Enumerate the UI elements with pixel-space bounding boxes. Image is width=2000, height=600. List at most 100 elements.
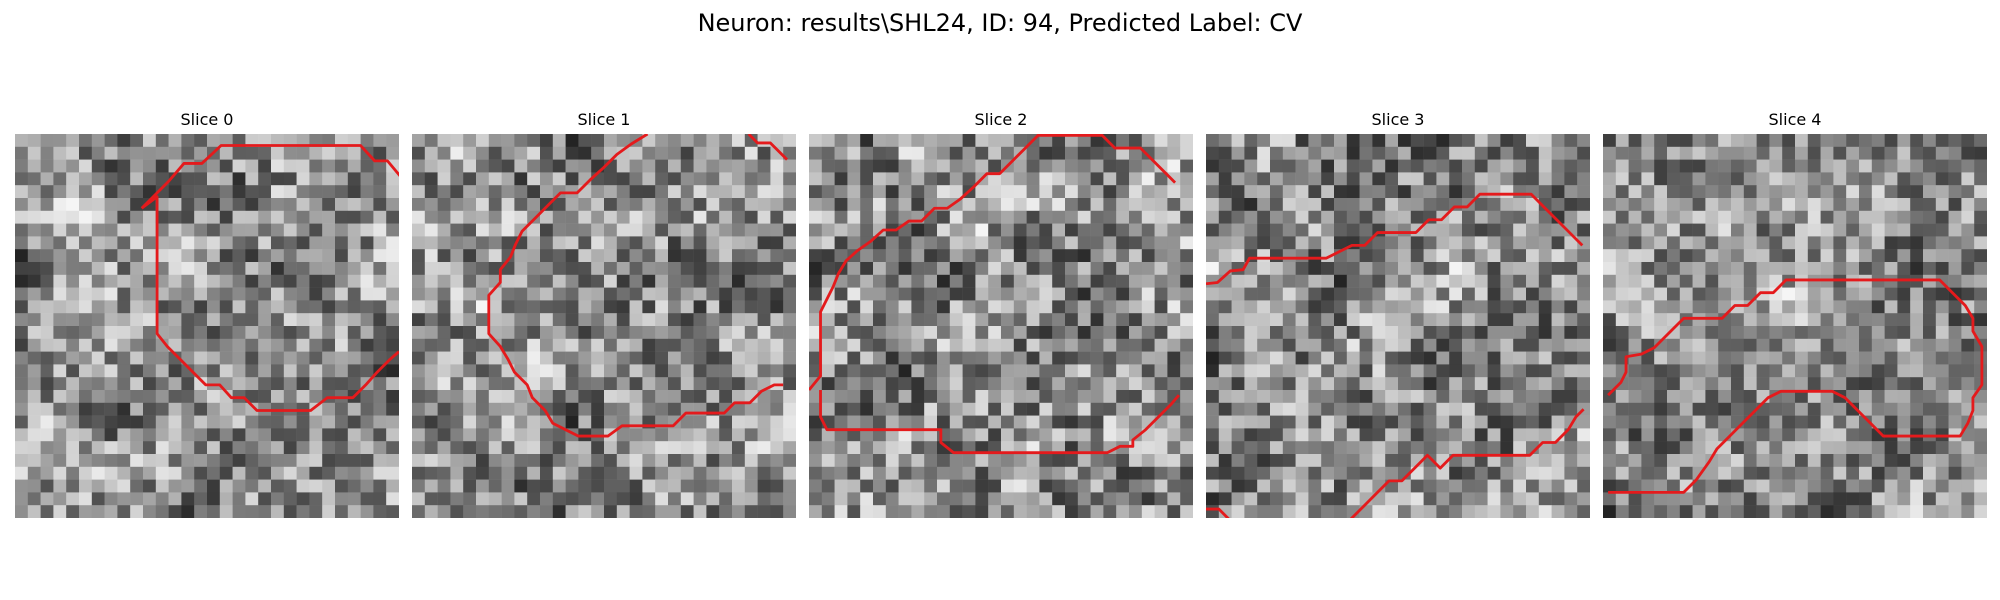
image-pixel bbox=[1065, 402, 1079, 416]
image-pixel bbox=[1001, 172, 1015, 186]
image-pixel bbox=[1167, 390, 1181, 404]
image-pixel bbox=[1948, 249, 1962, 263]
image-pixel bbox=[1679, 338, 1693, 352]
image-pixel bbox=[1705, 479, 1719, 493]
image-pixel bbox=[1769, 300, 1783, 314]
image-pixel bbox=[1935, 185, 1949, 199]
image-pixel bbox=[1564, 262, 1578, 276]
image-pixel bbox=[155, 415, 169, 429]
image-pixel bbox=[1077, 492, 1091, 506]
image-pixel bbox=[283, 236, 297, 250]
image-pixel bbox=[1667, 146, 1681, 160]
image-pixel bbox=[1705, 377, 1719, 391]
image-pixel bbox=[1244, 364, 1258, 378]
image-pixel bbox=[1743, 390, 1757, 404]
image-pixel bbox=[1871, 390, 1885, 404]
contour-line bbox=[311, 144, 399, 177]
image-pixel bbox=[911, 479, 925, 493]
image-pixel bbox=[668, 313, 682, 327]
image-pixel bbox=[1500, 454, 1514, 468]
image-pixel bbox=[1487, 300, 1501, 314]
image-pixel bbox=[1756, 172, 1770, 186]
contour-line bbox=[1349, 408, 1585, 518]
image-pixel bbox=[386, 479, 399, 493]
image-pixel bbox=[565, 236, 579, 250]
image-pixel bbox=[1321, 505, 1335, 518]
image-pixel bbox=[386, 326, 399, 340]
image-pixel bbox=[975, 262, 989, 276]
image-pixel bbox=[898, 377, 912, 391]
image-pixel bbox=[1538, 313, 1552, 327]
image-pixel bbox=[834, 159, 848, 173]
image-pixel bbox=[1423, 428, 1437, 442]
image-pixel bbox=[245, 146, 259, 160]
image-pixel bbox=[616, 287, 630, 301]
image-pixel bbox=[949, 505, 963, 518]
image-pixel bbox=[988, 236, 1002, 250]
image-pixel bbox=[1948, 313, 1962, 327]
image-pixel bbox=[642, 210, 656, 224]
image-pixel bbox=[1679, 198, 1693, 212]
image-pixel bbox=[1807, 428, 1821, 442]
image-pixel bbox=[271, 415, 285, 429]
image-pixel bbox=[1718, 300, 1732, 314]
image-pixel bbox=[412, 274, 426, 288]
image-pixel bbox=[873, 505, 887, 518]
image-pixel bbox=[988, 492, 1002, 506]
image-pixel bbox=[219, 210, 233, 224]
image-pixel bbox=[322, 146, 336, 160]
image-pixel bbox=[847, 300, 861, 314]
image-pixel bbox=[527, 441, 541, 455]
image-pixel bbox=[1615, 236, 1629, 250]
image-pixel bbox=[719, 415, 733, 429]
image-pixel bbox=[1090, 492, 1104, 506]
image-pixel bbox=[53, 274, 67, 288]
image-pixel bbox=[283, 415, 297, 429]
image-pixel bbox=[1628, 146, 1642, 160]
image-pixel bbox=[873, 287, 887, 301]
image-pixel bbox=[668, 300, 682, 314]
image-pixel bbox=[168, 313, 182, 327]
image-pixel bbox=[488, 210, 502, 224]
image-pixel bbox=[501, 185, 515, 199]
image-pixel bbox=[565, 377, 579, 391]
image-pixel bbox=[604, 390, 618, 404]
image-pixel bbox=[181, 172, 195, 186]
image-pixel bbox=[834, 210, 848, 224]
image-pixel bbox=[53, 172, 67, 186]
image-pixel bbox=[744, 377, 758, 391]
image-pixel bbox=[757, 479, 771, 493]
image-pixel bbox=[347, 364, 361, 378]
image-pixel bbox=[1423, 198, 1437, 212]
image-pixel bbox=[1564, 134, 1578, 148]
image-pixel bbox=[117, 466, 131, 480]
image-pixel bbox=[1526, 146, 1540, 160]
image-pixel bbox=[1013, 505, 1027, 518]
image-pixel bbox=[1257, 338, 1271, 352]
image-pixel bbox=[1807, 300, 1821, 314]
image-pixel bbox=[91, 454, 105, 468]
image-pixel bbox=[1705, 351, 1719, 365]
image-pixel bbox=[1859, 262, 1873, 276]
image-pixel bbox=[1641, 185, 1655, 199]
image-pixel bbox=[1705, 210, 1719, 224]
image-pixel bbox=[1334, 134, 1348, 148]
image-pixel bbox=[386, 364, 399, 378]
image-pixel bbox=[271, 377, 285, 391]
image-pixel bbox=[1244, 287, 1258, 301]
image-pixel bbox=[1141, 262, 1155, 276]
image-pixel bbox=[155, 287, 169, 301]
image-pixel bbox=[1039, 274, 1053, 288]
image-pixel bbox=[949, 377, 963, 391]
image-pixel bbox=[898, 454, 912, 468]
image-pixel bbox=[66, 428, 80, 442]
image-pixel bbox=[1436, 236, 1450, 250]
image-pixel bbox=[168, 326, 182, 340]
image-pixel bbox=[1346, 351, 1360, 365]
image-pixel bbox=[1718, 338, 1732, 352]
image-pixel bbox=[732, 364, 746, 378]
image-pixel bbox=[1807, 185, 1821, 199]
image-pixel bbox=[296, 505, 310, 518]
image-pixel bbox=[744, 364, 758, 378]
image-pixel bbox=[15, 249, 29, 263]
